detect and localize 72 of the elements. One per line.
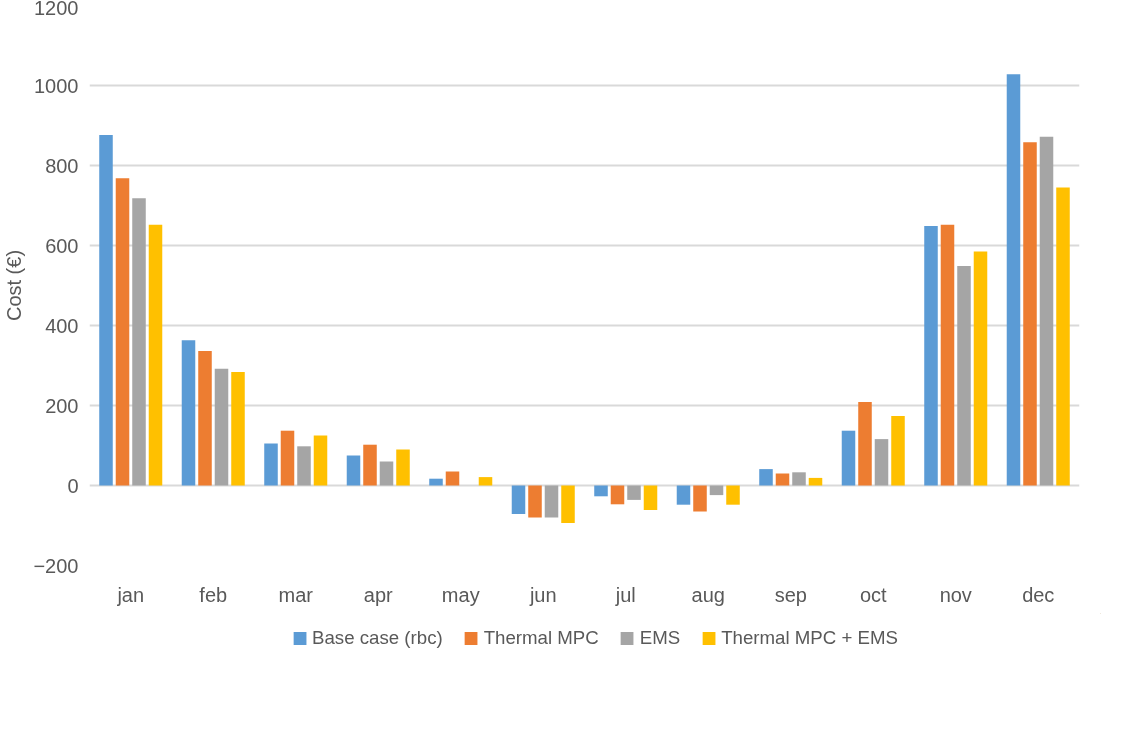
bar [594, 485, 608, 497]
x-tick-label: apr [363, 583, 394, 606]
bar [544, 485, 559, 518]
bar [231, 371, 245, 486]
bar [610, 485, 625, 505]
bar [445, 471, 460, 486]
bar [561, 485, 575, 524]
bar [181, 340, 196, 486]
bar [396, 449, 410, 486]
bar [841, 430, 856, 486]
bar [693, 485, 707, 512]
y-tick-label: 600 [45, 234, 79, 257]
bar [709, 485, 724, 496]
bar [132, 198, 146, 486]
x-tick-label: aug [691, 583, 725, 606]
bar [115, 178, 130, 486]
bar [363, 444, 377, 486]
bar [99, 135, 113, 486]
bar [264, 443, 278, 486]
bar [297, 446, 311, 486]
bar [759, 469, 773, 486]
bar [1039, 136, 1054, 486]
bar [280, 430, 295, 486]
bar [726, 485, 740, 505]
bar [676, 485, 691, 505]
bar [874, 439, 889, 486]
y-tick-label: 1000 [34, 74, 79, 97]
bar [379, 461, 394, 486]
bar [643, 485, 658, 510]
y-tick-label: 400 [45, 314, 79, 337]
legend-label: Thermal MPC [483, 627, 599, 649]
x-tick-label: nov [939, 583, 972, 606]
x-tick-label: feb [199, 583, 228, 606]
x-tick-label: jul [614, 583, 636, 606]
x-tick-label: dec [1022, 583, 1055, 606]
x-tick-label: oct [859, 583, 888, 606]
x-tick-label: mar [278, 583, 314, 606]
y-tick-label: 800 [45, 154, 79, 177]
bar [924, 225, 938, 486]
x-tick-label: sep [774, 583, 807, 606]
y-tick-label: 1200 [34, 0, 79, 19]
y-tick-label: 200 [45, 394, 79, 417]
bar [891, 415, 905, 486]
y-tick-label: 0 [67, 474, 79, 497]
bar [1056, 187, 1070, 486]
bar [973, 251, 988, 486]
bar [627, 485, 641, 500]
legend-label: Base case (rbc) [312, 627, 443, 649]
y-axis-title: Cost (€) [3, 249, 26, 322]
legend-label: EMS [639, 627, 681, 649]
bar [214, 368, 229, 486]
bar [148, 224, 163, 486]
bar [858, 401, 872, 486]
y-tick-label: −200 [33, 554, 79, 577]
bar [792, 472, 806, 486]
bar [313, 435, 328, 486]
x-tick-label: may [441, 583, 480, 606]
bar [511, 485, 526, 514]
bar [198, 351, 212, 486]
bar [528, 485, 542, 518]
bar [1023, 142, 1037, 486]
bar [775, 473, 790, 486]
bar [478, 477, 493, 486]
x-tick-label: jan [116, 583, 145, 606]
bar [1006, 74, 1021, 486]
legend-label: Thermal MPC + EMS [721, 627, 898, 649]
bar [346, 455, 361, 486]
bar [429, 478, 443, 486]
bar [808, 477, 823, 486]
bar [940, 224, 955, 486]
x-tick-label: jun [528, 583, 557, 606]
bar [957, 265, 971, 486]
